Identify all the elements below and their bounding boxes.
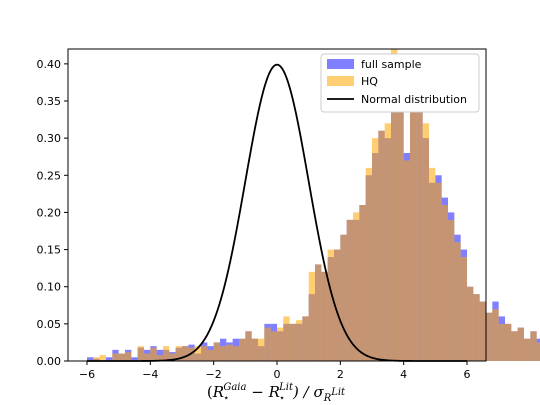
hq-bar	[479, 301, 486, 361]
legend-label-full-sample: full sample	[361, 58, 422, 71]
hq-bar	[99, 355, 106, 361]
legend: full sample HQ Normal distribution	[320, 53, 480, 113]
hq-bar	[365, 167, 372, 361]
full-sample-bar	[131, 357, 138, 361]
hq-bar	[486, 312, 493, 361]
hq-bar	[517, 327, 524, 361]
y-tick-label: 0.40	[37, 58, 62, 71]
x-tick-label: 4	[400, 368, 407, 381]
hq-bar	[220, 346, 227, 361]
hq-bar	[226, 344, 233, 361]
hq-bar	[112, 353, 119, 361]
hq-bar	[334, 249, 341, 361]
y-tick-label: 0.35	[37, 95, 62, 108]
hq-bar	[448, 219, 455, 361]
hq-bar	[435, 182, 442, 361]
hq-bar	[283, 316, 290, 361]
hq-bar	[473, 294, 480, 361]
hq-bar	[397, 63, 404, 361]
hq-bar	[524, 338, 531, 361]
hq-bar	[536, 342, 540, 361]
hq-bar	[422, 123, 429, 362]
hq-bar	[454, 242, 461, 361]
hq-bar	[118, 353, 125, 361]
hq-bar	[239, 338, 246, 361]
hq-bar	[213, 342, 220, 361]
y-tick-label: 0.30	[37, 132, 62, 145]
hq-bar	[201, 346, 208, 361]
legend-box	[320, 53, 480, 113]
hq-bars	[93, 49, 540, 362]
hq-bar	[359, 205, 366, 361]
hq-bar	[321, 271, 328, 361]
hq-bar	[372, 138, 379, 361]
legend-label-normal-distribution: Normal distribution	[361, 93, 467, 106]
hq-bar	[327, 249, 334, 361]
hq-bar	[125, 352, 132, 361]
hq-bar	[182, 346, 189, 361]
x-tick-label: −6	[79, 368, 95, 381]
legend-swatch-hq	[327, 76, 354, 86]
hq-bar	[194, 346, 201, 361]
hq-bar	[175, 346, 182, 361]
hq-bar	[403, 160, 410, 361]
full-sample-bar	[106, 357, 113, 361]
hq-bar	[353, 212, 360, 361]
hq-bar	[156, 355, 163, 361]
hq-bar	[416, 108, 423, 361]
hq-bar	[277, 327, 284, 361]
hq-bar	[207, 349, 214, 361]
hq-bar	[511, 331, 518, 361]
x-tick-label: 0	[274, 368, 281, 381]
y-tick-label: 0.00	[37, 355, 62, 368]
x-axis-label: (R⋆Gaia − R⋆Lit) / σRLit	[207, 382, 346, 404]
hq-bar	[270, 331, 277, 361]
hq-bar	[441, 205, 448, 361]
hq-bar	[308, 271, 315, 361]
hq-bar	[245, 331, 252, 361]
hq-bar	[169, 353, 176, 361]
y-axis-ticks: 0.00 0.05 0.10 0.15 0.20 0.25 0.30 0.35 0.40	[37, 58, 68, 368]
hq-bar	[163, 346, 170, 361]
x-tick-label: 6	[464, 368, 471, 381]
legend-label-hq: HQ	[361, 75, 378, 88]
x-tick-label: 2	[337, 368, 344, 381]
hq-bar	[258, 338, 265, 361]
hq-bar	[378, 130, 385, 361]
hq-bar	[410, 86, 417, 362]
hq-bar	[346, 219, 353, 361]
hq-bar	[296, 320, 303, 361]
x-axis-ticks: −6 −4 −2 0 2 4 6	[79, 361, 471, 381]
hq-bar	[505, 323, 512, 361]
hq-bar	[144, 353, 151, 361]
hq-bar	[232, 346, 239, 361]
y-tick-label: 0.10	[37, 281, 62, 294]
hq-bar	[150, 347, 157, 361]
y-tick-label: 0.25	[37, 169, 62, 182]
x-tick-label: −2	[206, 368, 222, 381]
hq-bar	[264, 327, 271, 361]
legend-swatch-full-sample	[327, 59, 354, 69]
hq-bar	[137, 346, 144, 361]
hq-bar	[391, 49, 398, 361]
y-tick-label: 0.05	[37, 318, 62, 331]
y-tick-label: 0.15	[37, 244, 62, 257]
hq-bar	[302, 316, 309, 361]
hq-bar	[289, 323, 296, 361]
hq-bar	[315, 264, 322, 361]
hq-bar	[340, 234, 347, 361]
hq-bar	[460, 257, 467, 361]
hq-bar	[93, 357, 100, 361]
y-tick-label: 0.20	[37, 206, 62, 219]
hq-bar	[251, 338, 258, 361]
x-tick-label: −4	[142, 368, 158, 381]
hq-bar	[429, 167, 436, 361]
hq-bar	[467, 286, 474, 361]
full-sample-bar	[87, 357, 94, 361]
hq-bar	[492, 309, 499, 361]
hq-bar	[498, 323, 505, 361]
hq-bar	[530, 331, 537, 361]
hq-bar	[384, 123, 391, 362]
